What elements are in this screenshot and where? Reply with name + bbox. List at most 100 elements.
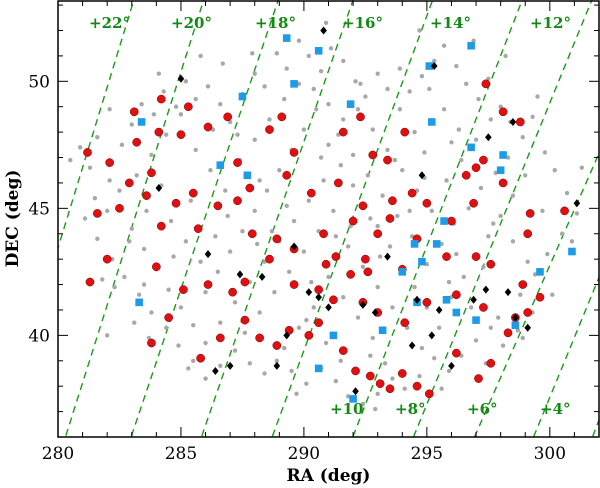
- red-sources-point-73: [424, 389, 434, 399]
- red-sources-point-29: [471, 252, 481, 261]
- field-stars-point-77: [149, 310, 154, 315]
- field-stars-point-182: [370, 127, 375, 132]
- field-stars-point-220: [520, 335, 525, 341]
- black-sources-point-30: [448, 361, 455, 370]
- field-stars-point-188: [459, 157, 464, 163]
- red-sources-point-25: [525, 209, 535, 218]
- black-sources-point-10: [236, 270, 244, 279]
- field-stars-point-6: [139, 101, 144, 107]
- field-stars-point-128: [380, 193, 385, 198]
- field-stars-point-120: [493, 170, 498, 175]
- field-stars-point-0: [77, 145, 83, 150]
- field-stars-point-60: [390, 376, 395, 381]
- black-sources-point-22: [435, 305, 443, 314]
- red-sources-point-46: [152, 262, 161, 272]
- field-stars-point-100: [301, 127, 307, 132]
- field-stars-point-62: [360, 401, 366, 407]
- field-stars-point-143: [272, 289, 277, 295]
- red-sources-point-84: [422, 297, 432, 307]
- red-sources-point-6: [183, 102, 193, 112]
- field-stars-point-242: [318, 155, 324, 160]
- red-sources-point-67: [351, 366, 360, 376]
- red-sources-point-16: [400, 127, 410, 137]
- x-tick-label-285: 285: [165, 444, 197, 464]
- red-sources-point-106: [469, 198, 478, 208]
- red-sources-point-76: [486, 358, 496, 368]
- gl-line-b12: [352, 0, 523, 437]
- gl-label-b16: +16°: [342, 14, 383, 32]
- field-stars-point-214: [481, 264, 486, 269]
- field-stars-point-81: [95, 236, 100, 242]
- black-sources-point-3: [485, 133, 492, 142]
- black-sources-point-23: [470, 295, 477, 304]
- field-stars-point-57: [432, 356, 437, 361]
- red-sources-point-93: [233, 196, 242, 206]
- field-stars-point-121: [478, 185, 484, 191]
- blue-sources-point-26: [378, 326, 387, 335]
- red-sources-point-95: [245, 183, 255, 193]
- field-stars-point-147: [331, 208, 336, 214]
- field-stars-point-18: [274, 51, 280, 56]
- red-sources-point-33: [385, 214, 395, 223]
- blue-sources-point-22: [442, 296, 451, 304]
- blue-sources-point-11: [467, 143, 475, 152]
- field-stars-point-5: [129, 122, 134, 127]
- red-sources-point-9: [233, 158, 242, 167]
- field-stars-point-178: [311, 86, 316, 92]
- gl-label-b4: +4°: [540, 400, 571, 418]
- blue-sources-point-5: [290, 80, 298, 88]
- field-stars-point-132: [321, 178, 326, 183]
- y-tick-label-40: 40: [28, 326, 50, 346]
- galactic-latitude-labels: +22° +20° +18° +16° +14° +12° +10 +8° +6° +4°: [89, 14, 571, 418]
- field-stars-point-68: [274, 358, 280, 363]
- field-stars-point-98: [277, 168, 282, 173]
- field-stars-point-256: [333, 234, 339, 239]
- field-stars-point-9: [173, 104, 179, 109]
- field-stars-point-190: [488, 117, 493, 122]
- field-stars-point-250: [220, 61, 225, 66]
- field-stars-point-94: [227, 249, 233, 254]
- field-stars-point-145: [301, 249, 307, 254]
- red-sources-point-39: [321, 259, 331, 269]
- field-stars-point-253: [104, 333, 110, 338]
- red-sources-point-20: [515, 117, 525, 127]
- field-stars-point-3: [107, 178, 112, 183]
- blue-sources-point-1: [216, 161, 225, 169]
- gl-line-b16: [200, 0, 354, 437]
- blue-sources-point-4: [282, 34, 291, 42]
- red-sources-point-77: [503, 328, 513, 338]
- gl-label-b22: +22°: [89, 14, 130, 32]
- field-stars-point-125: [424, 262, 430, 267]
- black-sources-point-31: [352, 387, 359, 396]
- field-stars-point-166: [134, 173, 139, 178]
- field-stars-point-69: [262, 371, 267, 376]
- field-stars-point-204: [112, 284, 117, 290]
- field-stars-point-215: [510, 239, 516, 244]
- red-sources-point-2: [129, 107, 139, 117]
- field-stars-point-192: [441, 107, 447, 112]
- gl-label-b8: +8°: [395, 400, 426, 418]
- blue-sources-point-10: [427, 118, 436, 126]
- red-sources-point-7: [203, 122, 213, 132]
- field-stars-point-252: [141, 282, 147, 287]
- red-sources-point-58: [196, 353, 205, 363]
- field-stars-point-161: [323, 340, 329, 346]
- field-stars-point-248: [525, 259, 530, 264]
- red-sources-point-100: [388, 196, 397, 206]
- field-stars-point-97: [264, 188, 270, 193]
- black-sources-point-0: [177, 74, 185, 83]
- field-stars-point-56: [446, 368, 452, 374]
- red-sources-point-56: [147, 338, 156, 348]
- field-stars-point-138: [232, 300, 238, 305]
- red-sources-point-71: [397, 369, 407, 378]
- red-sources-point-60: [240, 315, 250, 325]
- field-stars-point-141: [242, 330, 248, 336]
- field-stars-point-79: [122, 274, 127, 280]
- red-sources-point-5: [154, 127, 164, 137]
- field-stars-point-102: [326, 142, 331, 148]
- red-sources-point-51: [142, 191, 151, 200]
- field-stars-point-92: [203, 289, 208, 295]
- field-stars-point-211: [377, 254, 383, 259]
- field-stars-point-53: [488, 325, 493, 330]
- red-sources-point-98: [333, 178, 343, 188]
